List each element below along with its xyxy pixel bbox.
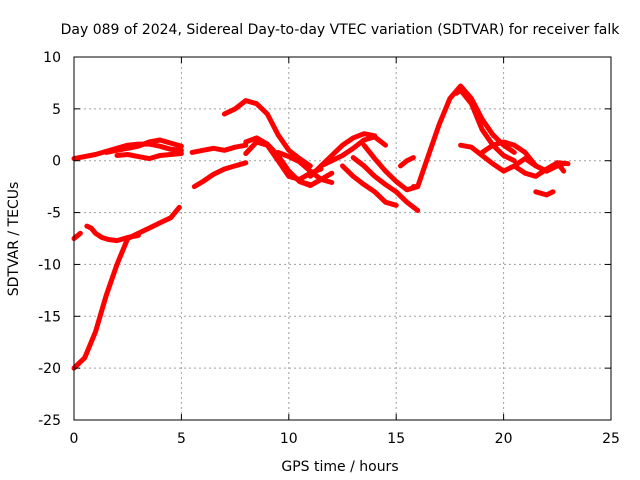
x-tick-label: 25 bbox=[602, 431, 620, 447]
y-tick-label: -25 bbox=[38, 413, 61, 429]
y-tick-label: -20 bbox=[38, 361, 61, 377]
series-arc-descent-b bbox=[340, 163, 399, 208]
chart-title: Day 089 of 2024, Sidereal Day-to-day VTE… bbox=[61, 22, 621, 38]
y-tick-label: -5 bbox=[47, 206, 61, 222]
series-arc-tail-d bbox=[511, 160, 571, 179]
series-arc-descent-a bbox=[350, 155, 421, 213]
y-tick-label: -15 bbox=[38, 309, 61, 325]
series-arc-hump bbox=[221, 98, 313, 169]
series-arc-dip-11 bbox=[297, 170, 335, 189]
series-arc-low-dip bbox=[84, 223, 141, 244]
series-arc-zero-band-c bbox=[114, 151, 184, 162]
series-arc-hump-b bbox=[243, 139, 324, 182]
series-arc-mid-rise bbox=[191, 160, 249, 190]
series-arc-mid-flat bbox=[189, 142, 249, 155]
x-axis-label: GPS time / hours bbox=[281, 459, 398, 475]
series-arc-descent-c bbox=[361, 142, 421, 193]
y-tick-label: -10 bbox=[38, 257, 61, 273]
series-arc-tail-c bbox=[533, 189, 556, 198]
series-arc-small-15 bbox=[398, 155, 416, 169]
axis-ticks bbox=[73, 56, 612, 421]
series-arc-low-start bbox=[71, 230, 83, 241]
y-axis-label: SDTVAR / TECUs bbox=[6, 182, 22, 297]
series-arc-rise-12b bbox=[318, 134, 388, 169]
series-arc-peak-18 bbox=[410, 83, 517, 190]
x-tick-label: 20 bbox=[495, 431, 513, 447]
tick-labels: 0 5 10 15 20 25 -25 -20 -15 -10 -5 0 5 10 bbox=[38, 50, 620, 447]
x-tick-label: 15 bbox=[387, 431, 405, 447]
y-tick-label: 10 bbox=[43, 50, 61, 66]
x-tick-label: 0 bbox=[70, 431, 79, 447]
y-tick-label: 5 bbox=[52, 102, 61, 118]
x-tick-label: 5 bbox=[177, 431, 186, 447]
series-arc-steep-rise bbox=[71, 204, 182, 371]
series-arc-zero-band-a bbox=[71, 141, 184, 162]
series-arc-peak-18b bbox=[453, 87, 517, 164]
x-tick-label: 10 bbox=[280, 431, 298, 447]
series-group bbox=[71, 83, 571, 371]
plot-frame bbox=[73, 56, 612, 421]
series-arc-zero-band-b bbox=[103, 137, 184, 155]
y-tick-label: 0 bbox=[52, 154, 61, 170]
grid bbox=[74, 57, 611, 420]
